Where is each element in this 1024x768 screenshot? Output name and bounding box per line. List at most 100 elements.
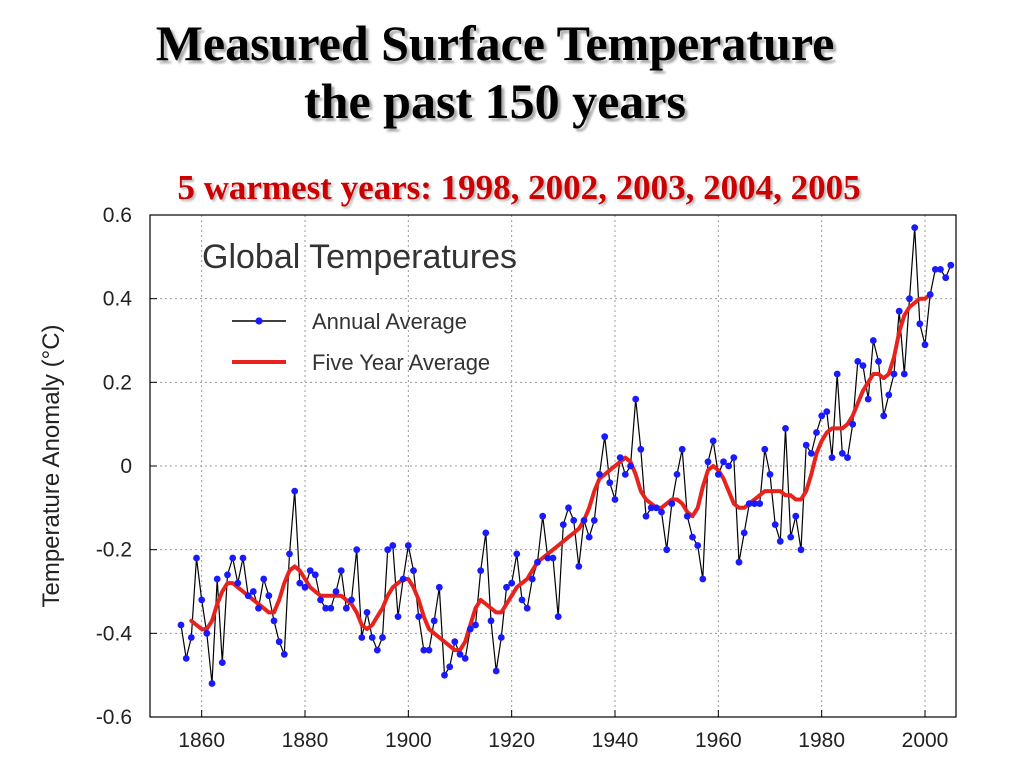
annual-average-point [234,579,242,587]
annual-average-point [280,650,288,658]
y-tick-label: -0.6 [96,706,132,729]
x-tick-label: 2000 [902,729,949,752]
annual-average-point [766,471,774,478]
annual-average-point [849,420,857,428]
annual-average-point [575,563,583,570]
annual-average-point [931,266,939,273]
annual-average-point [503,583,510,591]
annual-average-point [249,588,257,595]
x-tick-label: 1940 [592,729,639,752]
annual-average-point [291,487,299,495]
annual-average-point [875,358,882,365]
y-tick-label: 0 [120,455,132,478]
annual-average-point [482,529,490,537]
annual-average-point [890,370,898,378]
annual-average-point [461,655,469,662]
annual-average-point [942,274,950,282]
annual-average-point [730,454,738,461]
annual-average-point [301,583,309,591]
annual-average-point [559,521,567,528]
annual-average-point [523,604,531,612]
annual-average-point [218,659,226,666]
legend-annual-marker [255,317,263,325]
annual-average-point [255,604,262,612]
annual-average-point [544,554,552,562]
annual-average-point [239,554,247,562]
annual-average-point [410,567,417,574]
slide-title: Measured Surface Temperature the past 15… [0,14,990,130]
legend-annual-label: Annual Average [312,309,467,334]
annual-average-point [937,266,944,273]
annual-average-point [585,533,593,541]
annual-average-point [921,341,929,349]
annual-average-point [663,546,671,554]
annual-average-point [678,445,686,453]
annual-average-point [327,604,335,612]
annual-average-point [859,362,867,369]
annual-average-point [823,408,831,415]
annual-average-point [616,454,624,461]
annual-average-point [673,471,681,478]
annual-average-point [244,592,252,600]
annual-average-point [332,588,340,595]
annual-average-point [647,504,655,512]
annual-average-point [353,546,361,554]
annual-average-point [689,533,696,541]
annual-average-point [265,592,273,600]
annual-average-point [596,471,603,478]
annual-average-point [177,621,185,629]
annual-average-point [477,567,485,574]
annual-average-point [229,554,237,562]
annual-average-point [926,291,934,298]
annual-average-point [776,537,784,545]
annual-average-point [260,575,268,583]
annual-average-point [658,508,665,516]
annual-average-point [420,646,428,654]
annual-average-point [539,512,547,520]
annual-average-point [286,550,293,558]
annual-average-point [720,458,727,466]
slide-title-line2: the past 150 years [304,73,686,129]
annual-average-point [621,471,629,478]
annual-average-point [833,370,841,378]
annual-average-point [844,454,851,461]
y-tick-label: 0.6 [103,204,132,227]
annual-average-point [761,445,769,453]
annual-average-point [900,370,908,378]
x-tick-label: 1960 [695,729,742,752]
y-tick-label: -0.2 [96,539,132,562]
annual-average-point [373,646,381,654]
legend: Annual Average Five Year Average [232,309,490,375]
annual-average-point [446,663,454,671]
annual-average-point [275,638,283,646]
annual-average-point [394,613,402,620]
y-axis-title: Temperature Anomaly (°C) [38,324,65,607]
annual-average-point [368,634,376,641]
annual-average-point [601,433,609,441]
annual-average-point [322,604,330,612]
annual-average-point [947,261,955,269]
annual-average-point [456,650,464,658]
annual-average-point [203,629,211,637]
y-tick-label: 0.4 [103,288,133,311]
annual-average-point [472,621,479,629]
annual-average-point [699,575,707,583]
annual-average-point [751,500,758,507]
annual-average-point [208,680,216,687]
annual-average-point [565,504,572,512]
annual-average-point [466,625,474,633]
chart-title: Global Temperatures [202,238,517,276]
annual-average-point [317,596,324,604]
axis-ticks: 1860 1880 1900 1920 1940 1960 1980 2000 -0.6 -0.4… [96,204,949,752]
annual-average-point [513,550,521,558]
annual-average-point [404,542,412,549]
annual-average-point [534,558,541,566]
annual-average-point [270,617,278,625]
annual-average-point [606,479,614,487]
annual-average-point [306,567,314,574]
annual-average-point [694,542,702,549]
annual-average-point [425,646,433,654]
x-tick-label: 1920 [488,729,535,752]
annual-average-point [182,655,190,662]
annual-average-point [627,462,634,470]
